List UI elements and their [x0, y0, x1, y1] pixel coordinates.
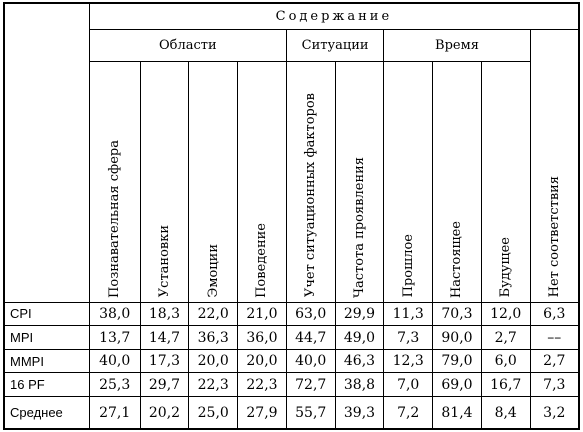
- table-cell: 81,4: [432, 396, 482, 430]
- table-cell: 12,3: [383, 348, 434, 374]
- table-cell: 8,4: [480, 396, 531, 430]
- table-cell: 38,8: [334, 372, 385, 398]
- column-header: Эмоции: [188, 61, 239, 303]
- table-cell: 70,3: [432, 301, 482, 327]
- row-label: Среднее: [3, 396, 90, 430]
- column-header: Будущее: [480, 61, 531, 303]
- table-cell: 25,3: [88, 372, 141, 398]
- row-label: MPI: [3, 325, 90, 350]
- table-cell: 90,0: [432, 325, 482, 350]
- table-cell: 22,3: [188, 372, 239, 398]
- group-header-situations: Ситуации: [285, 29, 385, 63]
- table-cell: 40,0: [88, 348, 141, 374]
- table-cell: 7,0: [383, 372, 434, 398]
- table-cell: 12,0: [480, 301, 531, 327]
- table-cell: 7,2: [383, 396, 434, 430]
- table-cell: 6,0: [480, 348, 531, 374]
- table-row: MMPI 40,0 17,3 20,0 20,0 40,0 46,3 12,3 …: [3, 348, 580, 374]
- table-cell: 6,3: [529, 301, 580, 327]
- table-cell: 38,0: [88, 301, 141, 327]
- table-cell: 17,3: [139, 348, 190, 374]
- table-cell: 20,0: [237, 348, 287, 374]
- column-header: Прошлое: [383, 61, 434, 303]
- table-cell: 40,0: [285, 348, 336, 374]
- table-cell: 11,3: [383, 301, 434, 327]
- column-header: Учет ситуационных факторов: [285, 61, 336, 303]
- table-cell: 27,1: [88, 396, 141, 430]
- table-row-average: Среднее 27,1 20,2 25,0 27,9 55,7 39,3 7,…: [3, 396, 580, 430]
- table-cell: 39,3: [334, 396, 385, 430]
- table-cell: 36,0: [237, 325, 287, 350]
- table-cell: 7,3: [383, 325, 434, 350]
- table-cell: 18,3: [139, 301, 190, 327]
- table-cell: 21,0: [237, 301, 287, 327]
- table-cell: 16,7: [480, 372, 531, 398]
- table-cell: ––: [529, 325, 580, 350]
- table-cell: 44,7: [285, 325, 336, 350]
- table-cell: 55,7: [285, 396, 336, 430]
- column-header: Нет соответствия: [529, 29, 580, 303]
- table-cell: 20,0: [188, 348, 239, 374]
- corner-cell: [4, 3, 90, 303]
- column-header: Установки: [139, 61, 190, 303]
- table-cell: 7,3: [529, 372, 580, 398]
- table-cell: 13,7: [88, 325, 141, 350]
- table-cell: 29,7: [139, 372, 190, 398]
- table-cell: 14,7: [139, 325, 190, 350]
- table-cell: 22,3: [237, 372, 287, 398]
- row-label: CPI: [3, 301, 90, 327]
- column-header: Познавательная сфера: [88, 61, 141, 303]
- table-cell: 25,0: [188, 396, 239, 430]
- table-cell: 79,0: [432, 348, 482, 374]
- column-header: Настоящее: [432, 61, 482, 303]
- group-header-time: Время: [383, 29, 531, 63]
- table-cell: 29,9: [334, 301, 385, 327]
- table-cell: 3,2: [529, 396, 580, 430]
- table-cell: 2,7: [529, 348, 580, 374]
- table-row: 16 PF 25,3 29,7 22,3 22,3 72,7 38,8 7,0 …: [3, 372, 580, 398]
- table-cell: 22,0: [188, 301, 239, 327]
- table-cell: 49,0: [334, 325, 385, 350]
- content-analysis-table: Содержание Области Ситуации Время Нет со…: [3, 2, 580, 430]
- column-header: Частота проявления: [334, 61, 385, 303]
- table-row: CPI 38,0 18,3 22,0 21,0 63,0 29,9 11,3 7…: [3, 301, 580, 327]
- table-row: MPI 13,7 14,7 36,3 36,0 44,7 49,0 7,3 90…: [3, 325, 580, 350]
- row-label: 16 PF: [3, 372, 90, 398]
- table-cell: 2,7: [480, 325, 531, 350]
- header-main: Содержание: [88, 2, 580, 31]
- table-cell: 27,9: [237, 396, 287, 430]
- table-cell: 46,3: [334, 348, 385, 374]
- table-cell: 20,2: [139, 396, 190, 430]
- group-header-areas: Области: [88, 29, 287, 63]
- table-cell: 63,0: [285, 301, 336, 327]
- row-label: MMPI: [3, 348, 90, 374]
- column-header: Поведение: [237, 61, 287, 303]
- table-cell: 36,3: [188, 325, 239, 350]
- table-cell: 72,7: [285, 372, 336, 398]
- table-cell: 69,0: [432, 372, 482, 398]
